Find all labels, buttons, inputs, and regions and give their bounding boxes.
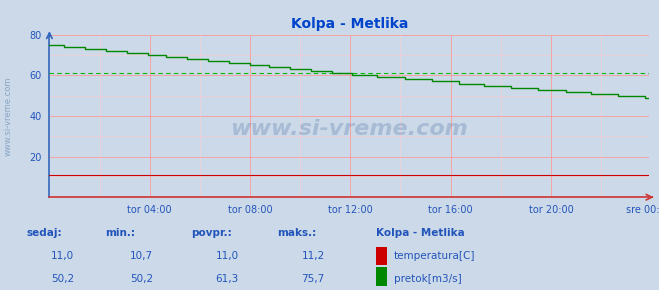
Text: www.si-vreme.com: www.si-vreme.com: [3, 76, 13, 156]
Text: 50,2: 50,2: [130, 274, 154, 284]
Text: 61,3: 61,3: [215, 274, 239, 284]
Text: povpr.:: povpr.:: [191, 228, 232, 238]
Text: 11,0: 11,0: [215, 251, 239, 261]
Text: 50,2: 50,2: [51, 274, 74, 284]
Title: Kolpa - Metlika: Kolpa - Metlika: [291, 17, 408, 31]
Text: 10,7: 10,7: [130, 251, 154, 261]
Text: 11,2: 11,2: [301, 251, 325, 261]
Text: temperatura[C]: temperatura[C]: [394, 251, 476, 261]
Text: min.:: min.:: [105, 228, 136, 238]
Text: 11,0: 11,0: [51, 251, 74, 261]
Text: www.si-vreme.com: www.si-vreme.com: [231, 119, 468, 139]
Text: 75,7: 75,7: [301, 274, 325, 284]
Text: pretok[m3/s]: pretok[m3/s]: [394, 274, 462, 284]
Text: sedaj:: sedaj:: [26, 228, 62, 238]
Text: Kolpa - Metlika: Kolpa - Metlika: [376, 228, 465, 238]
Text: maks.:: maks.:: [277, 228, 316, 238]
